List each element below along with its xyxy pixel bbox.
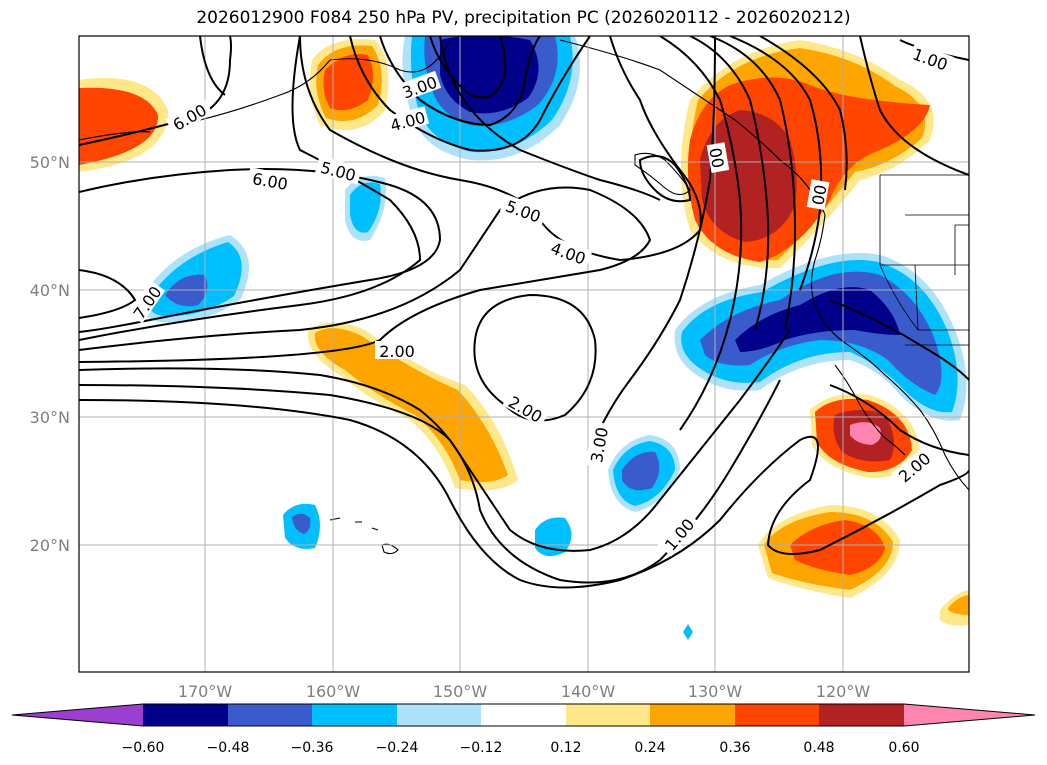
colorbar-extend-right [904, 704, 1035, 726]
contour-gulf-2 [379, 36, 541, 127]
colorbar-tick-label: 0.24 [634, 740, 665, 756]
colorbar-bin [481, 704, 566, 726]
lon-tick-labels: 170°W 160°W 150°W 140°W 130°W 120°W [178, 682, 871, 701]
colorbar-bin [819, 704, 904, 726]
colorbar-tick-label: 0.36 [719, 740, 750, 756]
colorbar-outline [11, 703, 1036, 727]
contour-4-west [79, 186, 652, 363]
contour-label: 00 [705, 146, 727, 169]
contour-1 [79, 399, 969, 589]
colorbar-bin [397, 704, 481, 726]
contour-2-west [79, 329, 791, 552]
lon-tick-label: 130°W [688, 682, 743, 701]
colorbar-bin [566, 704, 650, 726]
contour-3-west [79, 367, 781, 584]
contour-east-2 [829, 299, 969, 381]
lat-tick-label: 40°N [30, 281, 70, 300]
contour-west-coast-2 [689, 36, 770, 331]
lat-tick-label: 30°N [30, 408, 70, 427]
colorbar-tick-label: −0.24 [376, 740, 419, 756]
colorbar-bin [650, 704, 735, 726]
contour-gulf-3 [429, 36, 507, 99]
coastlines [79, 39, 969, 555]
contour-2-loop [473, 293, 597, 422]
coast-west-us [810, 214, 969, 491]
colorbar-tick-label: −0.12 [460, 740, 503, 756]
precip-negative-small-128w [683, 624, 693, 640]
colorbar-bin [228, 704, 312, 726]
colorbar-tick-label: 0.60 [888, 740, 919, 756]
lon-tick-label: 170°W [178, 682, 233, 701]
lat-tick-label: 50°N [30, 153, 70, 172]
colorbar-tick-label: −0.36 [291, 740, 334, 756]
contour-upper-left [199, 36, 226, 96]
lon-tick-label: 160°W [306, 682, 361, 701]
lon-tick-label: 150°W [433, 682, 488, 701]
contour-3-south [587, 36, 716, 461]
lon-tick-label: 120°W [816, 682, 871, 701]
contour-vancouver-loop [638, 155, 692, 203]
lat-tick-label: 20°N [30, 536, 70, 555]
contour-6-mid [79, 168, 442, 333]
state-borders [879, 174, 969, 346]
contour-west-coast-3 [709, 36, 797, 331]
contour-7 [79, 269, 137, 319]
contour-west-coast-5 [759, 36, 848, 191]
colorbar [11, 703, 1036, 727]
contour-label: 00 [808, 183, 830, 206]
colorbar-tick-label: 0.12 [550, 740, 581, 756]
colorbar-tick-label: −0.60 [122, 740, 165, 756]
colorbar-bin [735, 704, 819, 726]
contour-6-west [79, 36, 232, 146]
contour-5 [79, 36, 422, 341]
contour-baja-2 [829, 384, 969, 456]
contour-west-coast-4 [729, 36, 823, 291]
hawaii-islands [329, 517, 399, 555]
colorbar-bin [143, 704, 228, 726]
lat-tick-labels: 50°N 40°N 30°N 20°N [30, 153, 70, 555]
colorbar-tick-label: 0.48 [803, 740, 834, 756]
precipitation-shading [79, 36, 969, 640]
map-title: 2026012900 F084 250 hPa PV, precipitatio… [196, 8, 851, 28]
contour-5-east [299, 36, 702, 262]
pv-contours [79, 36, 969, 589]
colorbar-tick-label: −0.48 [207, 740, 250, 756]
coast-alaska [79, 39, 826, 216]
gridlines [79, 36, 969, 672]
contour-ne-1 [859, 36, 969, 176]
map-frame [78, 35, 970, 673]
contour-west-coast-1 [659, 36, 743, 431]
contour-4-east [439, 36, 661, 201]
colorbar-tick-labels: −0.60 −0.48 −0.36 −0.24 −0.12 0.12 0.24 … [122, 740, 920, 756]
colorbar-extend-left [12, 704, 143, 726]
lon-tick-label: 140°W [561, 682, 616, 701]
contour-label: 2.00 [379, 342, 415, 361]
contour-gulf-1 [349, 36, 591, 152]
coast-baja [834, 364, 906, 456]
colorbar-bin [312, 704, 397, 726]
